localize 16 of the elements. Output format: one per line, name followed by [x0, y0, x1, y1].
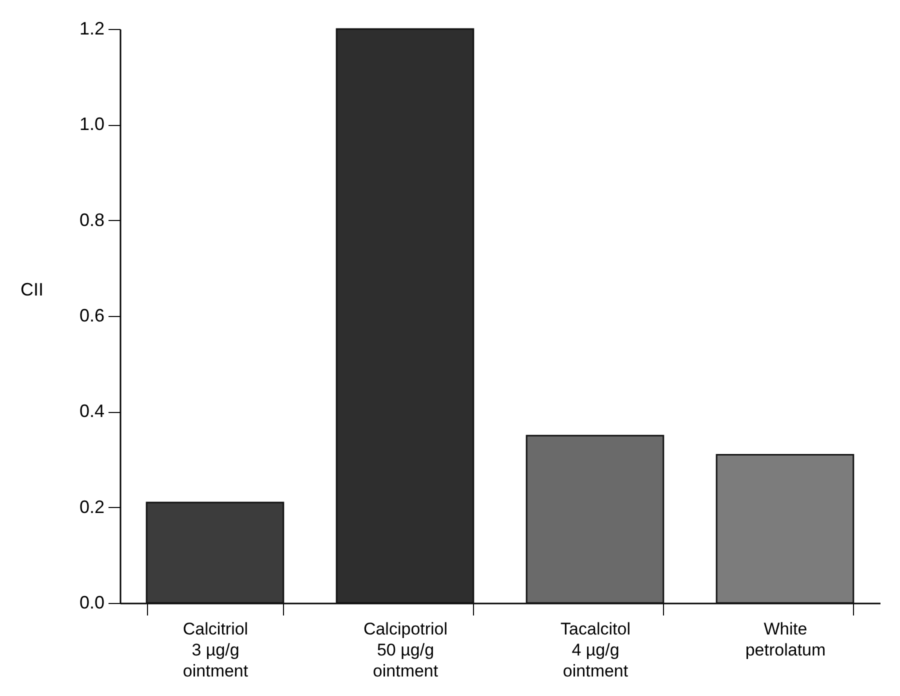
y-tick-label: 0.4 — [79, 401, 104, 422]
x-tick-label: White petrolatum — [745, 620, 826, 660]
bar — [716, 454, 854, 604]
y-tick-label: 1.0 — [79, 114, 104, 134]
bar — [146, 502, 284, 604]
y-tick-label: 1.2 — [79, 18, 104, 38]
y-axis-title: CII — [20, 280, 44, 300]
x-tick-label: Calcipotriol 50 µg/g ointment — [363, 620, 448, 680]
y-tick-label: 0.2 — [79, 496, 104, 517]
x-tick-label: Tacalcitol 4 µg/g ointment — [560, 620, 630, 680]
y-tick-label: 0.8 — [79, 210, 104, 230]
bar — [526, 434, 664, 604]
y-tick-label: 0.6 — [79, 306, 104, 326]
x-tick-label: Calcitriol 3 µg/g ointment — [182, 620, 248, 680]
y-tick-label: 0.0 — [79, 592, 104, 612]
bar — [336, 28, 474, 604]
